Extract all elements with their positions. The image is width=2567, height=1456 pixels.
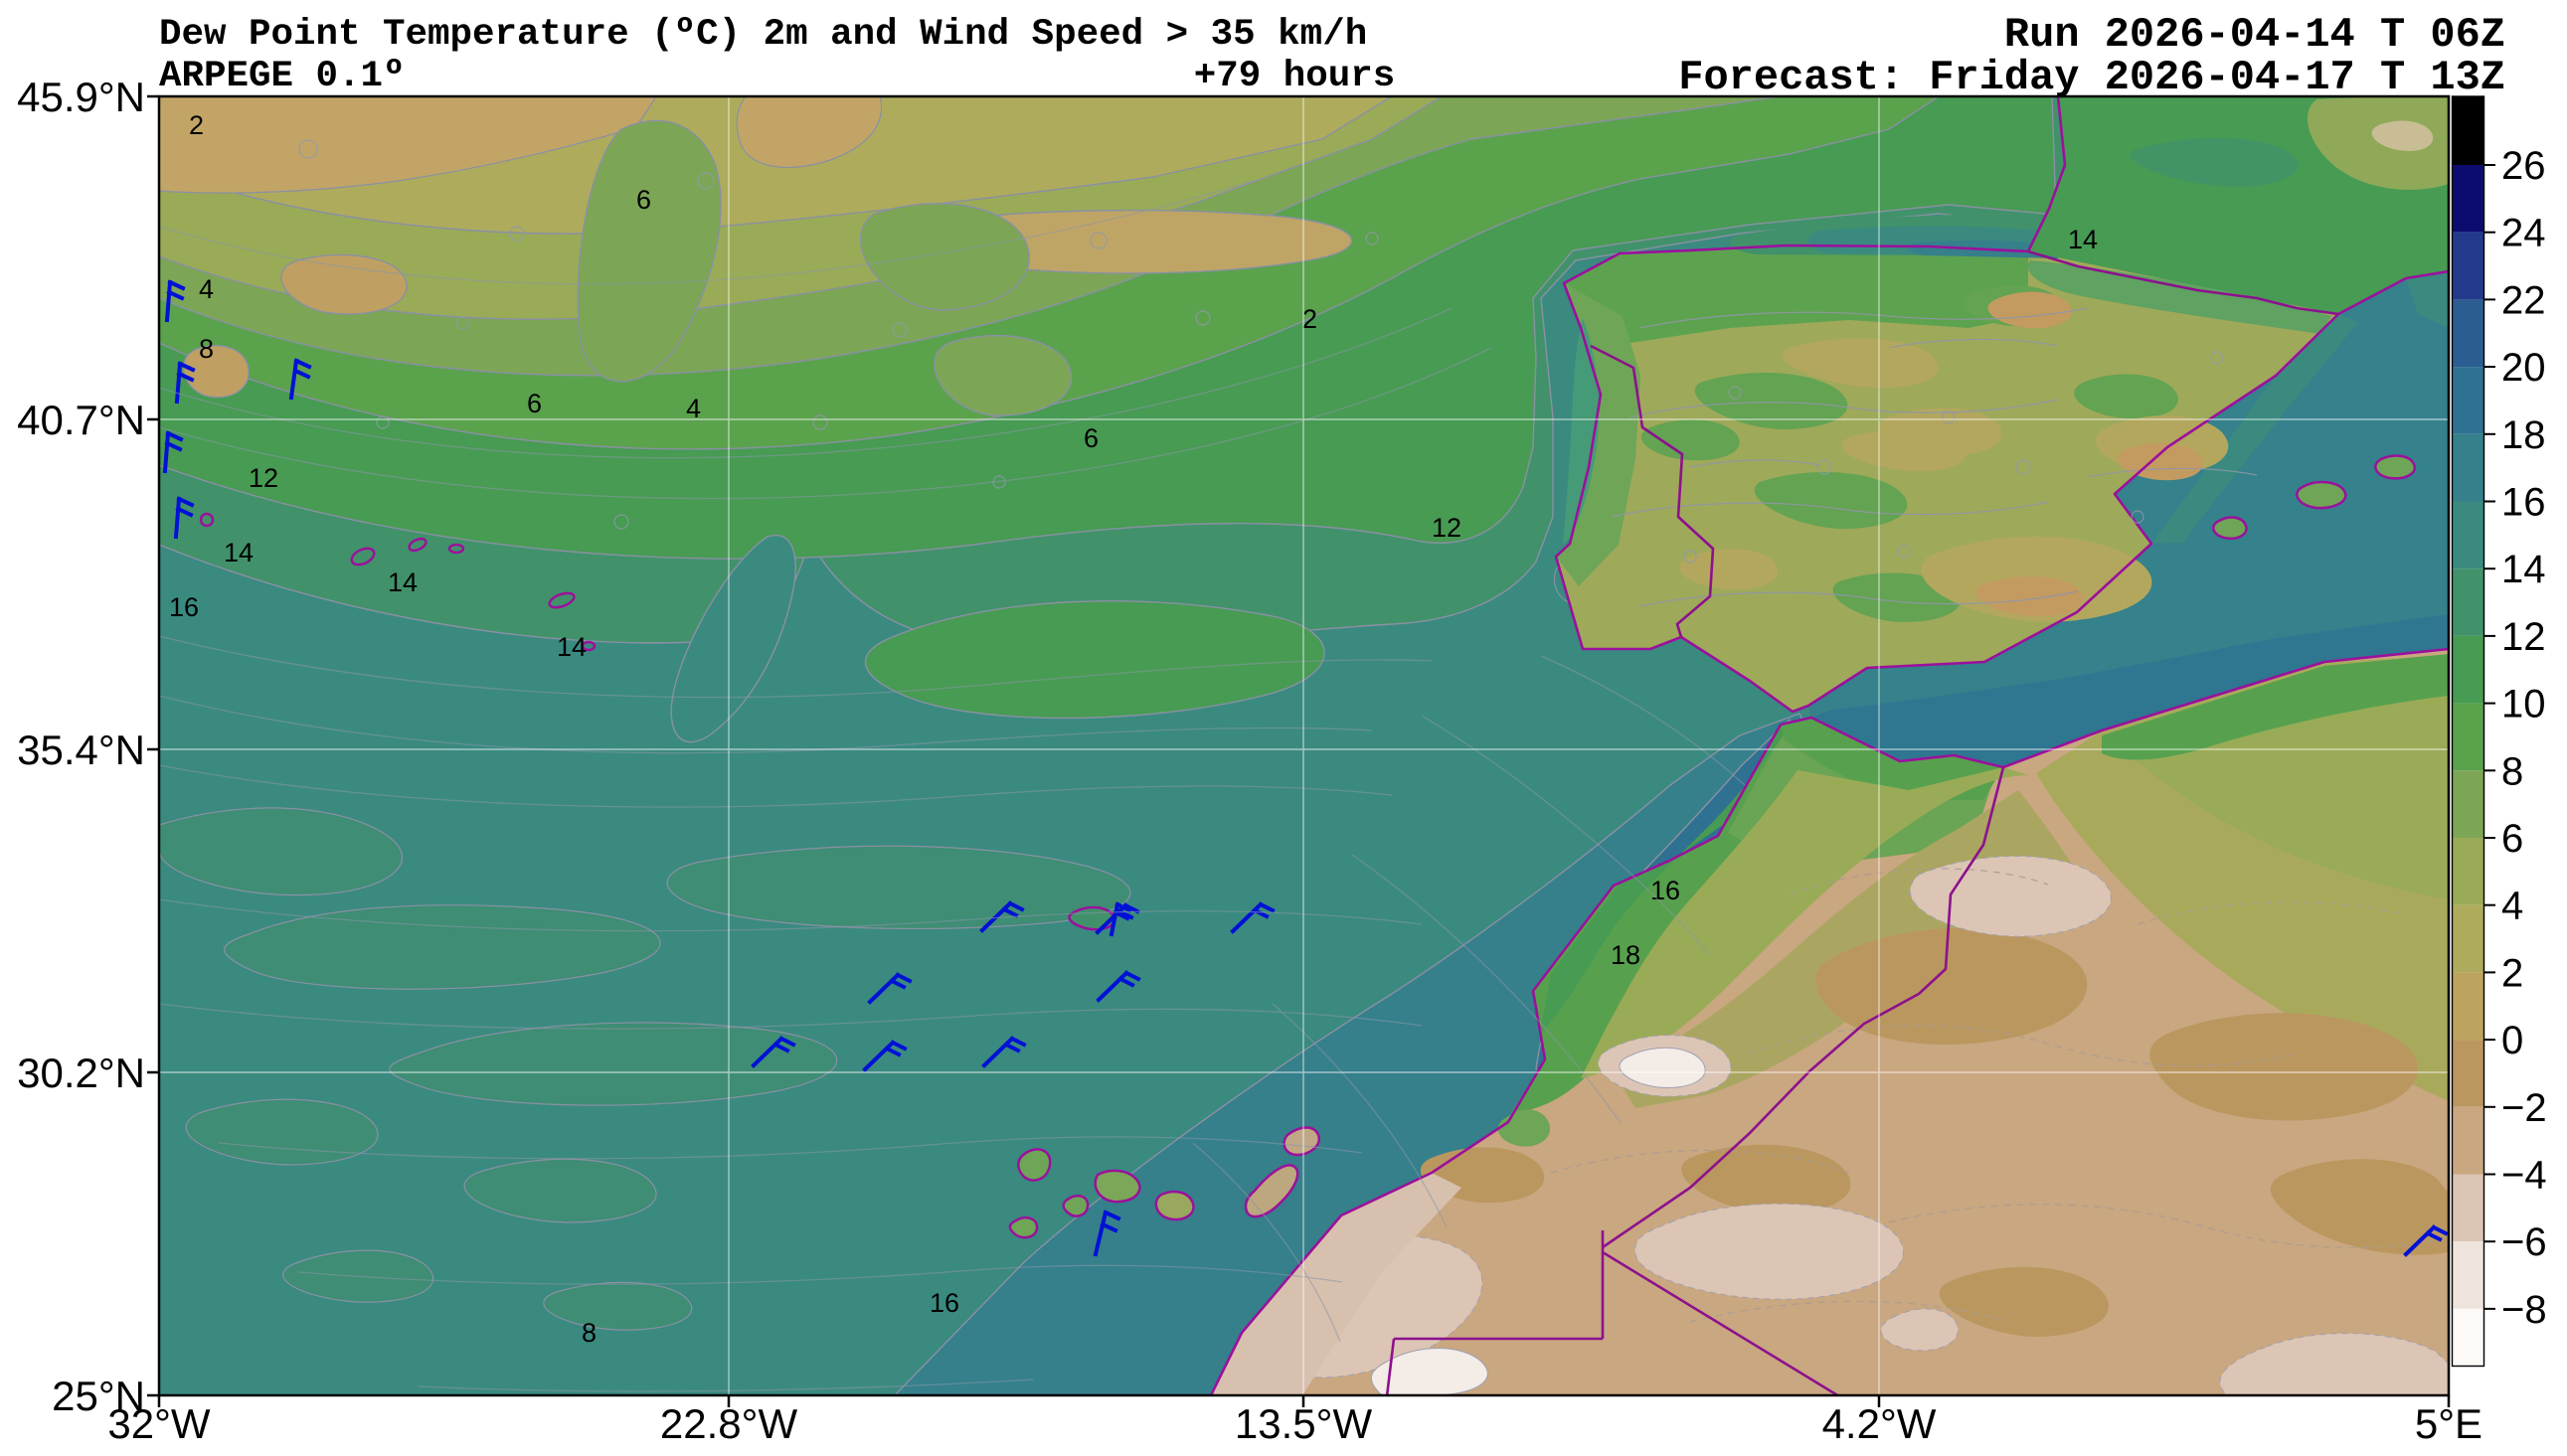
svg-text:0: 0 — [2501, 1019, 2523, 1062]
svg-text:16: 16 — [930, 1288, 959, 1318]
svg-text:2: 2 — [2501, 951, 2523, 995]
svg-text:6: 6 — [1084, 423, 1099, 453]
svg-text:−4: −4 — [2501, 1154, 2547, 1198]
svg-text:20: 20 — [2501, 346, 2546, 390]
svg-text:32°W: 32°W — [107, 1400, 211, 1447]
svg-text:16: 16 — [2501, 481, 2546, 525]
svg-text:5°E: 5°E — [2415, 1400, 2482, 1447]
svg-text:24: 24 — [2501, 212, 2546, 255]
svg-text:12: 12 — [1432, 513, 1461, 543]
svg-text:+79 hours: +79 hours — [1194, 56, 1396, 97]
svg-text:−8: −8 — [2501, 1288, 2547, 1332]
svg-text:4.2°W: 4.2°W — [1822, 1400, 1937, 1447]
svg-text:2: 2 — [1302, 304, 1317, 334]
svg-text:Forecast: Friday 2026-04-17 T: Forecast: Friday 2026-04-17 T 13Z — [1678, 54, 2505, 101]
svg-text:10: 10 — [2501, 683, 2546, 727]
svg-text:ARPEGE 0.1º: ARPEGE 0.1º — [159, 56, 406, 97]
svg-text:Run 2026-04-14 T 06Z: Run 2026-04-14 T 06Z — [2004, 11, 2505, 59]
svg-text:22.8°W: 22.8°W — [660, 1400, 798, 1447]
svg-text:25°N: 25°N — [52, 1373, 145, 1419]
svg-text:12: 12 — [2501, 615, 2546, 659]
svg-text:12: 12 — [249, 463, 278, 493]
svg-text:40.7°N: 40.7°N — [17, 397, 145, 443]
svg-text:22: 22 — [2501, 278, 2546, 322]
svg-text:−2: −2 — [2501, 1086, 2547, 1130]
svg-text:4: 4 — [199, 274, 214, 304]
svg-text:45.9°N: 45.9°N — [17, 74, 145, 120]
svg-text:26: 26 — [2501, 144, 2546, 188]
svg-text:6: 6 — [636, 185, 651, 215]
svg-text:14: 14 — [557, 632, 587, 662]
svg-text:6: 6 — [527, 389, 542, 418]
svg-text:4: 4 — [686, 394, 701, 423]
svg-text:14: 14 — [2068, 225, 2098, 254]
svg-text:13.5°W: 13.5°W — [1235, 1400, 1373, 1447]
svg-text:14: 14 — [2501, 548, 2546, 591]
svg-text:16: 16 — [1650, 876, 1680, 905]
svg-text:14: 14 — [388, 567, 418, 597]
svg-text:2: 2 — [189, 110, 204, 140]
svg-text:−6: −6 — [2501, 1220, 2547, 1264]
svg-text:14: 14 — [224, 538, 254, 567]
svg-text:8: 8 — [199, 334, 214, 364]
svg-text:4: 4 — [2501, 885, 2523, 928]
svg-text:18: 18 — [2501, 413, 2546, 457]
svg-text:16: 16 — [169, 592, 199, 622]
svg-text:35.4°N: 35.4°N — [17, 727, 145, 773]
svg-text:8: 8 — [582, 1318, 597, 1348]
svg-text:6: 6 — [2501, 817, 2523, 861]
svg-text:18: 18 — [1611, 940, 1640, 970]
svg-text:8: 8 — [2501, 749, 2523, 793]
svg-text:Dew Point Temperature (ºC) 2m: Dew Point Temperature (ºC) 2m and Wind S… — [159, 14, 1367, 56]
svg-text:30.2°N: 30.2°N — [17, 1050, 145, 1096]
